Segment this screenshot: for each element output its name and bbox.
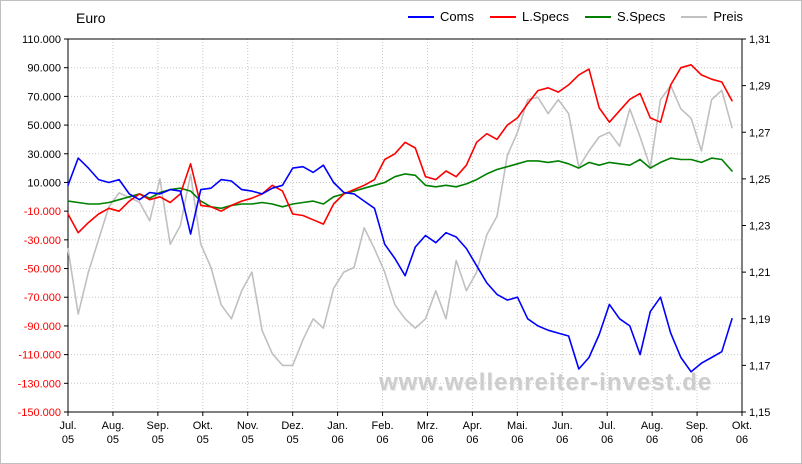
svg-text:1,23: 1,23 xyxy=(749,221,770,233)
svg-text:Okt.: Okt. xyxy=(732,420,752,432)
svg-text:05: 05 xyxy=(62,434,74,446)
svg-text:06: 06 xyxy=(511,434,523,446)
svg-text:-90.000: -90.000 xyxy=(24,321,61,333)
svg-text:Mai.: Mai. xyxy=(507,420,528,432)
svg-text:1,27: 1,27 xyxy=(749,127,770,139)
svg-text:Dez.: Dez. xyxy=(281,420,304,432)
chart-legend: Coms L.Specs S.Specs Preis xyxy=(408,9,743,24)
svg-text:Aug.: Aug. xyxy=(641,420,664,432)
svg-text:-130.000: -130.000 xyxy=(18,378,61,390)
legend-label-coms: Coms xyxy=(440,9,474,24)
svg-text:Sep.: Sep. xyxy=(686,420,709,432)
legend-label-lspecs: L.Specs xyxy=(521,9,569,24)
series-preis-line xyxy=(67,84,733,367)
svg-text:Nov.: Nov. xyxy=(237,420,259,432)
svg-text:50.000: 50.000 xyxy=(27,120,61,132)
legend-item-sspecs: S.Specs xyxy=(584,9,666,24)
svg-text:06: 06 xyxy=(421,434,433,446)
svg-text:90.000: 90.000 xyxy=(27,63,61,75)
chart-title: Euro xyxy=(76,10,106,26)
svg-text:Jul.: Jul. xyxy=(599,420,616,432)
svg-text:06: 06 xyxy=(646,434,658,446)
svg-text:Okt.: Okt. xyxy=(193,420,213,432)
svg-text:-50.000: -50.000 xyxy=(24,264,61,276)
svg-text:05: 05 xyxy=(107,434,119,446)
svg-text:1,19: 1,19 xyxy=(749,314,770,326)
legend-item-preis: Preis xyxy=(681,9,743,24)
svg-text:110.000: 110.000 xyxy=(22,34,61,46)
svg-text:Mrz.: Mrz. xyxy=(417,420,438,432)
svg-text:1,17: 1,17 xyxy=(749,360,770,372)
svg-text:10.000: 10.000 xyxy=(27,177,61,189)
svg-text:Jan.: Jan. xyxy=(327,420,348,432)
legend-label-preis: Preis xyxy=(713,9,743,24)
legend-item-lspecs: L.Specs xyxy=(489,9,569,24)
svg-text:05: 05 xyxy=(287,434,299,446)
svg-text:-10.000: -10.000 xyxy=(24,206,61,218)
svg-text:06: 06 xyxy=(466,434,478,446)
svg-text:1,25: 1,25 xyxy=(749,174,770,186)
svg-text:05: 05 xyxy=(197,434,209,446)
svg-text:-30.000: -30.000 xyxy=(24,235,61,247)
svg-text:Aug.: Aug. xyxy=(102,420,125,432)
svg-text:06: 06 xyxy=(736,434,748,446)
watermark-text: www.wellenreiter-invest.de xyxy=(379,369,713,396)
svg-text:1,31: 1,31 xyxy=(749,34,770,46)
svg-text:Jun.: Jun. xyxy=(552,420,573,432)
coms-line-swatch xyxy=(408,15,435,18)
svg-text:05: 05 xyxy=(152,434,164,446)
svg-text:06: 06 xyxy=(556,434,568,446)
sspecs-line-swatch xyxy=(584,15,611,18)
series-sspecs-line xyxy=(67,157,733,210)
lspecs-line-swatch xyxy=(489,15,516,18)
svg-text:05: 05 xyxy=(242,434,254,446)
svg-text:30.000: 30.000 xyxy=(27,149,61,161)
svg-text:Apr.: Apr. xyxy=(463,420,483,432)
preis-line-swatch xyxy=(681,15,708,18)
legend-item-coms: Coms xyxy=(408,9,474,24)
svg-text:06: 06 xyxy=(376,434,388,446)
svg-text:-150.000: -150.000 xyxy=(18,407,61,419)
svg-text:70.000: 70.000 xyxy=(27,91,61,103)
svg-text:1,29: 1,29 xyxy=(749,81,770,93)
legend-label-sspecs: S.Specs xyxy=(616,9,666,24)
svg-text:1,15: 1,15 xyxy=(749,407,770,419)
svg-text:Feb.: Feb. xyxy=(372,420,394,432)
svg-text:06: 06 xyxy=(331,434,343,446)
svg-text:Sep.: Sep. xyxy=(147,420,170,432)
svg-text:Jul.: Jul. xyxy=(59,420,76,432)
svg-text:06: 06 xyxy=(691,434,703,446)
series-lspecs-line xyxy=(67,63,733,234)
svg-text:-110.000: -110.000 xyxy=(18,350,61,362)
svg-text:-70.000: -70.000 xyxy=(24,292,61,304)
svg-text:06: 06 xyxy=(601,434,613,446)
series-coms-line xyxy=(67,157,733,373)
svg-text:1,21: 1,21 xyxy=(749,267,770,279)
